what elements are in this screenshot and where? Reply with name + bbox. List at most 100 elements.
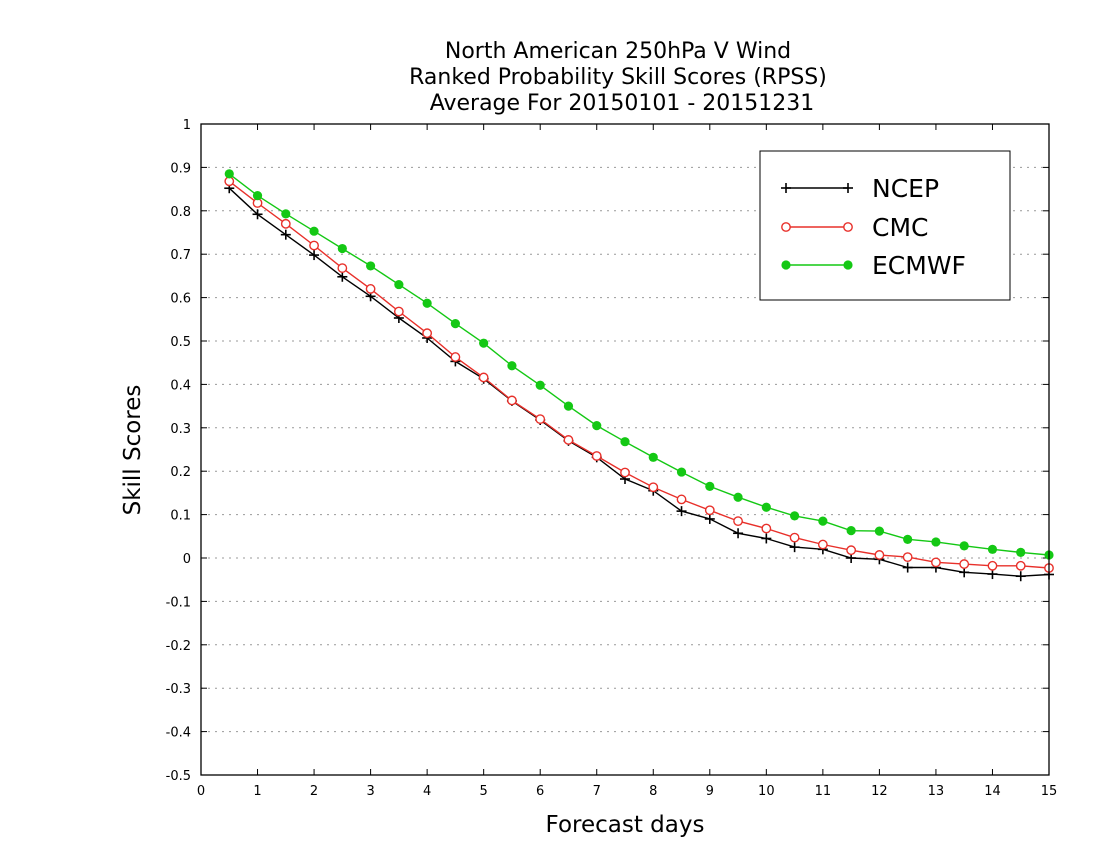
data-point-ncep <box>789 542 800 553</box>
legend-marker-ecmwf <box>781 260 791 270</box>
data-point-ecmwf <box>874 526 885 536</box>
title-line-3: Average For 20150101 - 20151231 <box>430 91 815 116</box>
legend-label-ecmwf: ECMWF <box>872 251 966 280</box>
legend-item-ncep: NCEP <box>781 174 939 203</box>
y-tick-label: 0.3 <box>170 422 191 437</box>
data-point-ecmwf <box>507 361 517 371</box>
x-tick-label: 9 <box>706 784 714 799</box>
data-point-cmc <box>902 552 913 563</box>
data-point-ecmwf <box>535 380 545 390</box>
y-tick-label: 0.2 <box>170 465 191 480</box>
data-point-cmc <box>1015 560 1026 571</box>
series-ecmwf <box>224 169 1054 560</box>
data-point-cmc <box>280 218 291 229</box>
data-point-cmc <box>337 263 348 273</box>
title-line-1: North American 250hPa V Wind <box>445 39 791 64</box>
x-tick-label: 4 <box>423 784 431 799</box>
x-tick-label: 12 <box>871 784 888 799</box>
data-point-ncep <box>733 528 744 539</box>
data-point-ecmwf <box>761 502 771 512</box>
data-point-ncep <box>959 567 970 578</box>
title-line-2: Ranked Probability Skill Scores (RPSS) <box>409 65 827 90</box>
data-point-cmc <box>761 523 772 534</box>
data-point-ecmwf <box>563 401 574 411</box>
y-tick-label: -0.3 <box>166 682 191 697</box>
data-point-cmc <box>450 352 461 362</box>
data-point-ecmwf <box>818 516 828 526</box>
data-point-cmc <box>620 467 630 478</box>
y-tick-label: 0.1 <box>170 509 191 524</box>
x-tick-label: 11 <box>815 784 832 799</box>
data-point-ecmwf <box>337 243 347 254</box>
gridlines <box>201 166 1049 733</box>
data-point-cmc <box>648 482 659 493</box>
data-point-cmc <box>733 516 743 527</box>
data-point-ncep <box>337 271 348 282</box>
data-point-cmc <box>535 414 546 425</box>
legend-box <box>759 150 1011 301</box>
y-tick-label: 0.6 <box>170 292 191 307</box>
data-point-ecmwf <box>366 261 376 271</box>
x-tick-label: 14 <box>984 784 1001 799</box>
data-point-ncep <box>987 569 998 580</box>
data-point-cmc <box>591 451 602 461</box>
data-point-cmc <box>393 306 404 317</box>
x-tick-label: 13 <box>928 784 945 799</box>
x-tick-label: 7 <box>593 784 601 799</box>
y-tick-label: -0.4 <box>166 726 191 741</box>
data-point-ecmwf <box>846 526 856 536</box>
legend-marker-cmc <box>781 222 791 232</box>
x-tick-label: 6 <box>536 784 544 799</box>
y-tick-label: 0 <box>183 552 191 567</box>
data-point-cmc <box>507 395 517 406</box>
data-point-cmc <box>704 505 715 516</box>
data-point-cmc <box>987 560 998 571</box>
x-tick-label: 0 <box>197 784 205 799</box>
data-point-ecmwf <box>309 226 319 236</box>
y-tick-label: 0.4 <box>170 378 191 393</box>
x-tick-label: 3 <box>366 784 374 799</box>
data-point-ecmwf <box>987 544 998 554</box>
data-point-ecmwf <box>903 534 913 544</box>
data-point-cmc <box>676 494 687 505</box>
data-point-ncep <box>309 250 320 261</box>
legend-item-cmc: CMC <box>781 213 928 242</box>
data-point-ecmwf <box>450 319 460 329</box>
legend-marker-ncep <box>781 183 791 193</box>
data-point-cmc <box>478 372 489 383</box>
data-point-cmc <box>817 539 828 550</box>
data-point-ecmwf <box>620 437 630 447</box>
legend: NCEP CMC ECMWF <box>759 150 1011 301</box>
x-tick-label: 5 <box>480 784 488 799</box>
x-tick-label: 10 <box>758 784 775 799</box>
data-point-ecmwf <box>422 298 432 308</box>
data-point-cmc <box>563 435 574 445</box>
legend-item-ecmwf: ECMWF <box>781 251 966 280</box>
y-axis-ticks: -0.5 -0.4 -0.3 -0.2 -0.1 0 0.1 0.2 0.3 0.4 0.5 0.6 0… <box>166 118 1049 784</box>
data-point-ecmwf <box>959 541 969 551</box>
data-point-ecmwf <box>790 511 800 521</box>
legend-label-cmc: CMC <box>872 213 928 242</box>
data-point-cmc <box>789 532 800 543</box>
x-tick-label: 15 <box>1041 784 1058 799</box>
y-axis-label: Skill Scores <box>120 385 146 516</box>
data-point-ecmwf <box>479 338 489 348</box>
data-point-ecmwf <box>733 492 743 502</box>
chart-title: North American 250hPa V Wind Ranked Prob… <box>409 39 827 116</box>
x-tick-label: 2 <box>310 784 318 799</box>
series-line-ecmwf <box>228 173 1050 556</box>
y-tick-label: -0.1 <box>166 595 191 610</box>
data-point-ecmwf <box>705 481 715 491</box>
y-tick-label: 0.5 <box>170 335 191 350</box>
y-tick-label: -0.2 <box>166 639 191 654</box>
data-point-cmc <box>959 559 970 569</box>
x-tick-label: 1 <box>253 784 261 799</box>
data-point-ecmwf <box>592 421 602 431</box>
x-axis-label: Forecast days <box>546 812 705 838</box>
data-point-ncep <box>280 229 291 240</box>
data-point-cmc <box>846 545 857 556</box>
data-point-ncep <box>704 513 715 524</box>
y-tick-label: 0.7 <box>170 248 191 263</box>
series-cmc <box>224 176 1054 573</box>
